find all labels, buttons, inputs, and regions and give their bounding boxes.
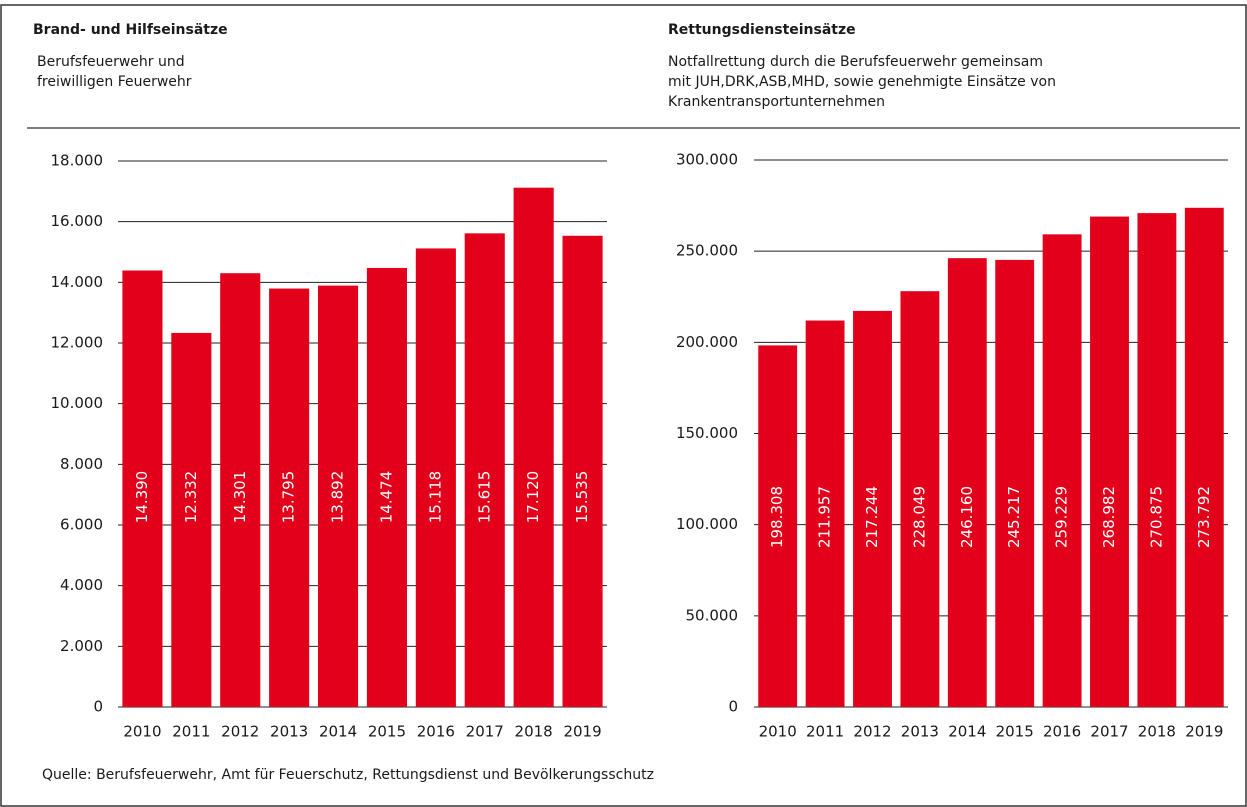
y-tick-label: 18.000 bbox=[51, 152, 104, 170]
value-label: 17.120 bbox=[524, 471, 542, 524]
x-tick-label: 2018 bbox=[1138, 723, 1176, 741]
x-tick-label: 2015 bbox=[996, 723, 1034, 741]
bar bbox=[513, 187, 554, 707]
bar bbox=[464, 233, 505, 707]
y-tick-label: 100.000 bbox=[676, 515, 738, 533]
y-tick-label: 300.000 bbox=[676, 151, 738, 169]
y-tick-label: 200.000 bbox=[676, 333, 738, 351]
value-label: 15.118 bbox=[426, 471, 444, 524]
value-label: 14.390 bbox=[133, 471, 151, 524]
value-label: 228.049 bbox=[910, 486, 928, 548]
value-label: 15.615 bbox=[475, 471, 493, 524]
bar bbox=[853, 310, 892, 707]
y-tick-label: 6.000 bbox=[60, 516, 103, 534]
bar bbox=[220, 273, 261, 707]
bar bbox=[900, 291, 940, 707]
x-tick-label: 2014 bbox=[319, 723, 357, 741]
source: Quelle: Berufsfeuerwehr, Amt für Feuersc… bbox=[42, 767, 654, 783]
x-tick-label: 2016 bbox=[417, 723, 455, 741]
bar bbox=[1137, 213, 1177, 707]
chart-title: Rettungsdiensteinsätze bbox=[668, 22, 856, 38]
value-label: 217.244 bbox=[863, 486, 881, 548]
x-tick-label: 2013 bbox=[901, 723, 939, 741]
bar bbox=[995, 259, 1035, 707]
value-label: 14.474 bbox=[377, 471, 395, 524]
x-tick-label: 2014 bbox=[948, 723, 986, 741]
chart-title: Brand- und Hilfseinsätze bbox=[33, 22, 228, 38]
value-label: 13.892 bbox=[329, 471, 347, 524]
value-label: 211.957 bbox=[816, 486, 834, 548]
value-label: 15.535 bbox=[573, 471, 591, 524]
value-label: 14.301 bbox=[231, 471, 249, 524]
chart-subtitle: freiwilligen Feuerwehr bbox=[37, 74, 192, 90]
bar bbox=[805, 320, 845, 707]
x-tick-label: 2010 bbox=[123, 723, 161, 741]
x-tick-label: 2015 bbox=[368, 723, 406, 741]
bar bbox=[562, 235, 603, 707]
chart-subtitle: mit JUH,DRK,ASB,MHD, sowie genehmigte Ei… bbox=[668, 74, 1056, 90]
x-tick-label: 2018 bbox=[515, 723, 553, 741]
value-label: 13.795 bbox=[280, 471, 298, 524]
bar bbox=[947, 258, 987, 707]
y-tick-label: 4.000 bbox=[60, 576, 103, 594]
chart-subtitle: Notfallrettung durch die Berufsfeuerwehr… bbox=[668, 54, 1043, 70]
y-tick-label: 10.000 bbox=[51, 394, 104, 412]
x-tick-label: 2016 bbox=[1043, 723, 1081, 741]
frame bbox=[0, 4, 1247, 807]
x-tick-label: 2019 bbox=[1185, 723, 1223, 741]
y-tick-label: 12.000 bbox=[51, 334, 104, 352]
chart-subtitle: Berufsfeuerwehr und bbox=[37, 54, 185, 70]
bar bbox=[269, 288, 310, 707]
bar bbox=[415, 248, 456, 708]
x-tick-label: 2010 bbox=[759, 723, 797, 741]
bar bbox=[366, 267, 407, 707]
y-tick-label: 0 bbox=[93, 698, 103, 716]
x-tick-label: 2012 bbox=[221, 723, 259, 741]
x-tick-label: 2013 bbox=[270, 723, 308, 741]
value-label: 259.229 bbox=[1053, 486, 1071, 548]
bar bbox=[171, 332, 212, 707]
bar bbox=[758, 345, 798, 707]
value-label: 198.308 bbox=[768, 486, 786, 548]
y-tick-label: 150.000 bbox=[676, 424, 738, 442]
value-label: 268.982 bbox=[1100, 486, 1118, 548]
y-tick-label: 14.000 bbox=[51, 273, 104, 291]
y-tick-label: 50.000 bbox=[686, 606, 739, 624]
value-label: 273.792 bbox=[1195, 486, 1213, 548]
value-label: 245.217 bbox=[1005, 486, 1023, 548]
y-tick-label: 2.000 bbox=[60, 637, 103, 655]
y-tick-label: 16.000 bbox=[51, 212, 104, 230]
bar bbox=[318, 285, 359, 707]
x-tick-label: 2017 bbox=[466, 723, 504, 741]
x-tick-label: 2011 bbox=[806, 723, 844, 741]
y-tick-label: 250.000 bbox=[676, 242, 738, 260]
value-label: 12.332 bbox=[182, 471, 200, 524]
y-tick-label: 8.000 bbox=[60, 455, 103, 473]
x-tick-label: 2011 bbox=[172, 723, 210, 741]
y-tick-label: 0 bbox=[728, 698, 738, 716]
bar bbox=[1042, 234, 1082, 708]
bar bbox=[122, 270, 163, 707]
bar bbox=[1184, 207, 1224, 707]
value-label: 246.160 bbox=[958, 486, 976, 548]
x-tick-label: 2019 bbox=[563, 723, 601, 741]
x-tick-label: 2012 bbox=[853, 723, 891, 741]
value-label: 270.875 bbox=[1147, 486, 1165, 548]
bar bbox=[1090, 216, 1129, 707]
chart-subtitle: Krankentransportunternehmen bbox=[668, 94, 885, 110]
x-tick-label: 2017 bbox=[1090, 723, 1128, 741]
